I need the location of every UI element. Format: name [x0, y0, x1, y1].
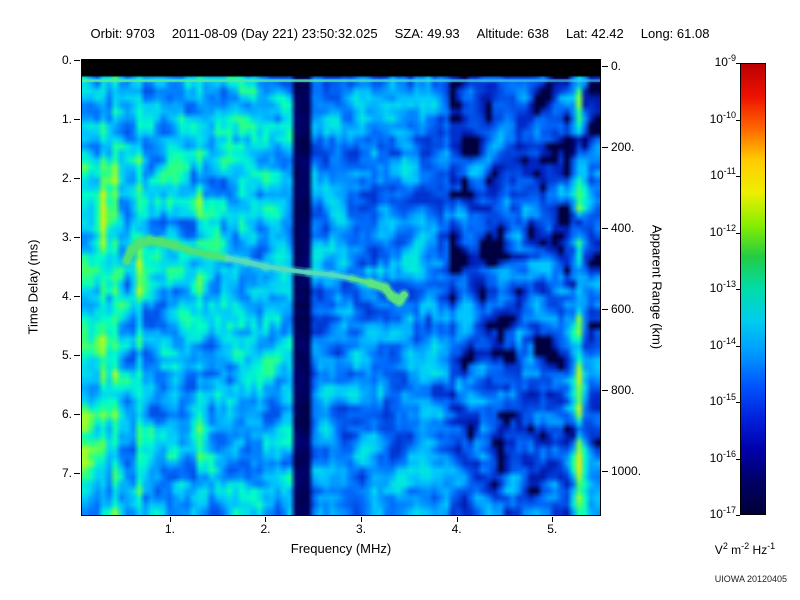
colorbar-tick-mark — [736, 119, 740, 121]
y-left-tick-label: 0. — [61, 53, 72, 67]
header-readout: Orbit: 9703 2011-08-09 (Day 221) 23:50:32… — [0, 26, 800, 41]
colorbar-tick-mark — [736, 515, 740, 516]
colorbar-tick-mark — [736, 402, 740, 403]
colorbar-tick-label: 10-15 — [709, 392, 736, 409]
y-axis-label-right: Apparent Range (km) — [649, 224, 665, 350]
y-right-tick-mark — [602, 227, 608, 229]
x-tick-label: 2. — [260, 522, 271, 536]
y-right-tick-label: 600. — [611, 301, 635, 316]
y-left-tick-mark — [74, 296, 80, 298]
colorbar-tick-mark — [736, 176, 740, 177]
colorbar-tick-label: 10-13 — [709, 279, 736, 296]
y-left-tick-mark — [74, 237, 80, 239]
y-left-tick-mark — [74, 178, 80, 180]
y-right-tick-label: 200. — [611, 140, 635, 155]
x-tick-mark — [456, 517, 458, 522]
y-right-tick-label: 1000. — [611, 463, 642, 478]
y-left-tick-label: 7. — [61, 466, 72, 481]
x-tick-label: 5. — [547, 522, 558, 536]
x-tick-label: 1. — [164, 522, 175, 536]
y-left-tick-label: 3. — [61, 230, 72, 245]
colorbar-gradient — [740, 63, 766, 515]
x-tick-mark — [361, 517, 363, 522]
header-field: Orbit: 9703 — [90, 26, 155, 41]
y-right-tick-mark — [602, 389, 608, 391]
y-left-tick-label: 2. — [61, 171, 72, 186]
x-tick-mark — [552, 517, 554, 522]
x-tick-mark — [265, 517, 267, 522]
y-left-tick-label: 4. — [61, 289, 72, 304]
y-left-tick-label: 5. — [61, 348, 72, 363]
colorbar-tick-label: 10-12 — [709, 222, 736, 239]
y-axis-label-left: Time Delay (ms) — [25, 239, 41, 335]
colorbar-units: V2 m-2 Hz-1 — [714, 541, 776, 558]
y-left-tick-mark — [74, 414, 80, 416]
header-field: Altitude: 638 — [476, 26, 549, 41]
colorbar-tick-mark — [736, 63, 740, 64]
credit-text: UIOWA 20120405 — [714, 574, 787, 584]
y-left-tick-mark — [74, 473, 80, 475]
plot-frame — [81, 59, 601, 516]
colorbar-tick-label: 10-10 — [709, 109, 736, 126]
colorbar-tick-label: 10-11 — [710, 166, 736, 183]
x-axis-label: Frequency (MHz) — [290, 541, 392, 556]
y-right-tick-mark — [602, 470, 608, 472]
y-left-tick-mark — [74, 119, 80, 120]
y-left-tick-mark — [74, 355, 80, 357]
header-field: 2011-08-09 (Day 221) 23:50:32.025 — [171, 26, 378, 41]
y-right-tick-mark — [602, 147, 608, 149]
y-left-tick-label: 1. — [61, 112, 72, 126]
colorbar-tick-mark — [736, 289, 740, 290]
y-left-tick-label: 6. — [61, 407, 72, 422]
y-right-tick-label: 800. — [611, 382, 635, 397]
y-right-tick-label: 0. — [611, 59, 622, 74]
y-left-tick-mark — [74, 60, 80, 61]
y-right-tick-label: 400. — [611, 220, 635, 235]
colorbar-tick-label: 10-9 — [714, 53, 736, 70]
colorbar-tick-mark — [736, 232, 740, 234]
header-field: Lat: 42.42 — [565, 26, 624, 41]
spectrogram-canvas — [82, 60, 600, 515]
x-tick-label: 3. — [356, 522, 367, 536]
x-tick-label: 4. — [451, 522, 462, 536]
colorbar-tick-mark — [736, 345, 740, 347]
y-right-tick-mark — [602, 308, 608, 310]
colorbar-tick-label: 10-17 — [709, 505, 736, 522]
colorbar-tick-mark — [736, 458, 740, 460]
colorbar-tick-label: 10-16 — [709, 448, 736, 465]
y-right-tick-mark — [602, 66, 608, 68]
colorbar-tick-label: 10-14 — [709, 335, 736, 352]
header-field: SZA: 49.93 — [394, 26, 460, 41]
header-field: Long: 61.08 — [640, 26, 710, 41]
x-tick-mark — [169, 517, 171, 522]
